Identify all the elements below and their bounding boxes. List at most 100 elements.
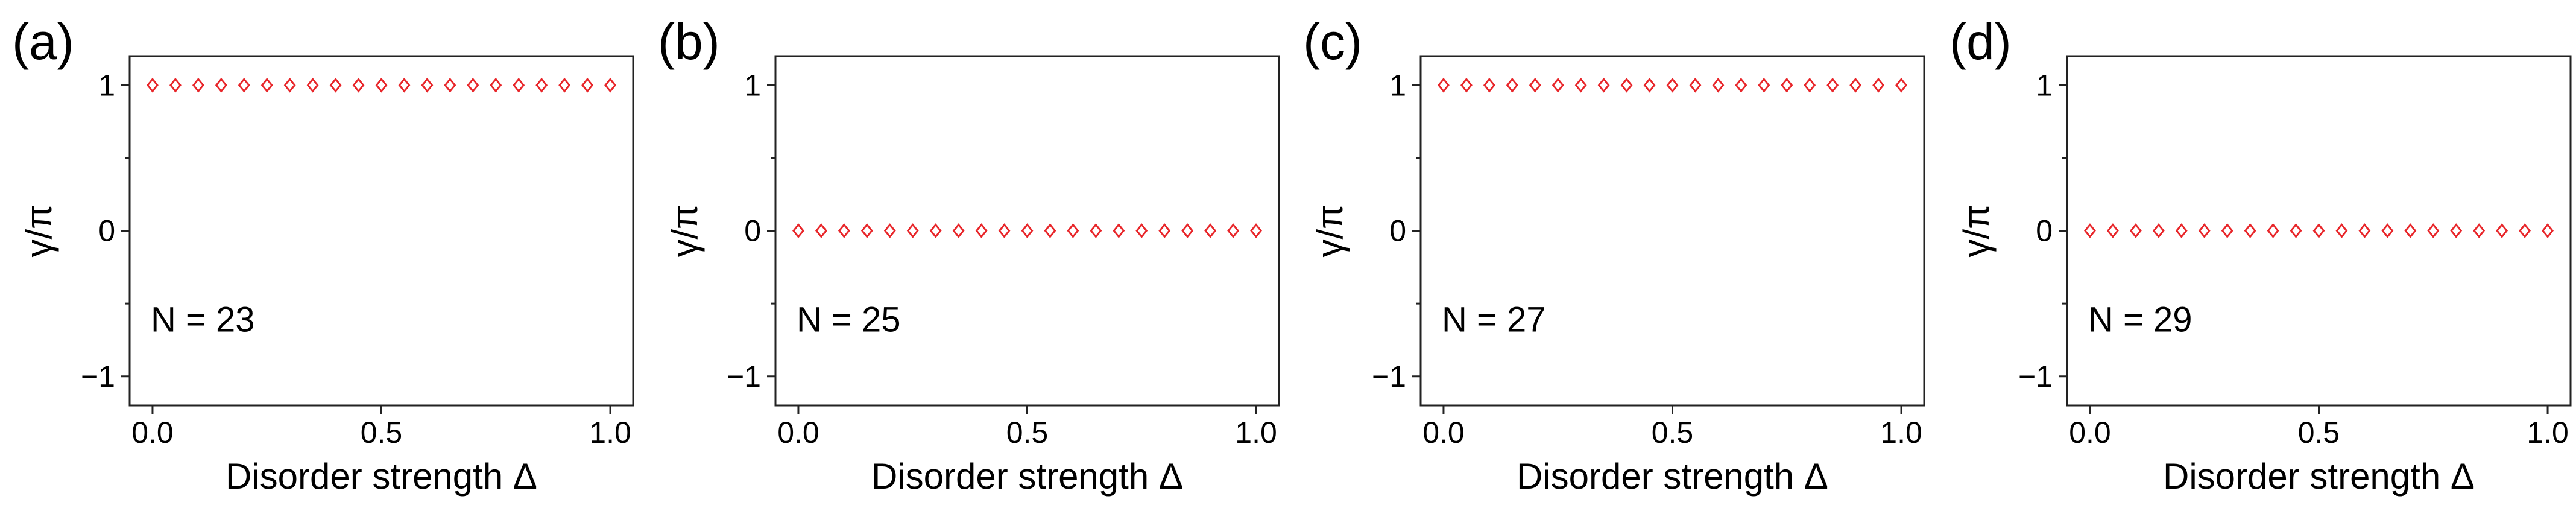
data-point	[2404, 223, 2417, 238]
y-tick-label: −1	[727, 360, 761, 393]
data-point	[375, 77, 388, 93]
data-point	[1506, 77, 1518, 93]
x-tick-label: 0.5	[1006, 416, 1049, 449]
data-point	[883, 223, 896, 238]
x-tick-label: 1.0	[1235, 416, 1277, 449]
data-point	[260, 77, 273, 93]
data-point	[1872, 77, 1885, 93]
y-tick-label: −1	[2018, 360, 2053, 393]
data-point	[2542, 223, 2554, 238]
data-point	[604, 77, 616, 93]
data-point	[1158, 223, 1171, 238]
data-point	[535, 77, 548, 93]
panel-4: (d) −1 0 1 0.0 0.5 1.0 Disorder strength Δ γ/π N …	[1949, 13, 2572, 497]
data-point	[792, 223, 804, 238]
data-point	[1067, 223, 1079, 238]
data-point	[2198, 223, 2211, 238]
data-point	[1849, 77, 1862, 93]
data-point	[998, 223, 1011, 238]
data-point	[2106, 223, 2119, 238]
annotation: N = 23	[151, 300, 255, 340]
panel-3: (c) −1 0 1 0.0 0.5 1.0 Disorder strength Δ γ/π N …	[1303, 13, 1925, 497]
panel-1: (a) −1 0 1 0.0 0.5 1.0 Disorder strength Δ γ/π N …	[12, 13, 634, 497]
data-point	[1689, 77, 1702, 93]
data-point	[2358, 223, 2371, 238]
panel-label: (b)	[658, 13, 720, 70]
panel-label: (a)	[12, 13, 74, 70]
y-tick-label: −1	[1372, 360, 1406, 393]
data-point	[192, 77, 204, 93]
data-point	[2519, 223, 2531, 238]
data-point	[975, 223, 988, 238]
plot-frame	[2066, 55, 2572, 407]
data-point	[2335, 223, 2348, 238]
data-point	[1204, 223, 1217, 238]
y-axis-label: γ/π	[1310, 204, 1350, 257]
data-point	[215, 77, 227, 93]
y-tick-label: 0	[744, 214, 761, 248]
y-tick-label: 1	[2036, 68, 2053, 102]
data-point	[421, 77, 434, 93]
data-point	[2244, 223, 2256, 238]
data-point	[1620, 77, 1633, 93]
x-axis-label: Disorder strength Δ	[871, 456, 1183, 497]
data-point	[467, 77, 479, 93]
data-point	[2427, 223, 2440, 238]
data-point	[906, 223, 919, 238]
data-point	[513, 77, 525, 93]
data-point	[238, 77, 250, 93]
data-point	[815, 223, 827, 238]
data-point	[1135, 223, 1148, 238]
data-point	[169, 77, 182, 93]
x-axis-label: Disorder strength Δ	[226, 456, 537, 497]
data-point	[2175, 223, 2188, 238]
data-point	[329, 77, 342, 93]
data-point	[1044, 223, 1056, 238]
data-point	[2450, 223, 2463, 238]
plot-frame	[1419, 55, 1925, 407]
data-point	[1529, 77, 1541, 93]
data-point	[1895, 77, 1907, 93]
data-point	[1758, 77, 1770, 93]
y-tick-label: 0	[98, 214, 115, 248]
x-tick-label: 1.0	[589, 416, 631, 449]
data-point	[838, 223, 850, 238]
y-tick-label: 0	[2036, 214, 2053, 248]
panel-label: (c)	[1303, 13, 1362, 70]
data-point	[1227, 223, 1240, 238]
data-point	[1804, 77, 1816, 93]
data-point	[558, 77, 571, 93]
y-tick-label: −1	[81, 360, 115, 393]
panel-label: (d)	[1949, 13, 2012, 70]
x-tick-label: 0.5	[1652, 416, 1694, 449]
data-point	[1643, 77, 1656, 93]
panel-2: (b) −1 0 1 0.0 0.5 1.0 Disorder strength Δ γ/π N …	[658, 13, 1280, 497]
data-point	[2312, 223, 2325, 238]
data-point	[444, 77, 456, 93]
y-tick-label: 1	[98, 68, 115, 102]
plot-frame	[128, 55, 634, 407]
y-axis-label: γ/π	[1956, 204, 1997, 257]
annotation: N = 29	[2088, 300, 2192, 340]
data-point	[1552, 77, 1564, 93]
x-tick-label: 0.0	[2069, 416, 2111, 449]
data-point	[1781, 77, 1793, 93]
data-point	[352, 77, 365, 93]
data-point	[1250, 223, 1262, 238]
data-point	[2129, 223, 2142, 238]
y-tick-label: 1	[744, 68, 761, 102]
data-point	[1113, 223, 1125, 238]
annotation: N = 25	[797, 300, 901, 340]
x-tick-label: 0.5	[361, 416, 403, 449]
data-point	[2496, 223, 2508, 238]
data-point	[2381, 223, 2394, 238]
data-point	[1090, 223, 1102, 238]
data-point	[147, 77, 159, 93]
data-point	[1181, 223, 1194, 238]
plot-frame	[774, 55, 1280, 407]
data-point	[1735, 77, 1747, 93]
x-axis-label: Disorder strength Δ	[1517, 456, 1828, 497]
y-tick-label: 1	[1389, 68, 1406, 102]
data-point	[581, 77, 594, 93]
